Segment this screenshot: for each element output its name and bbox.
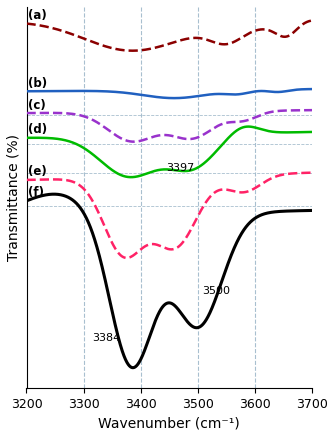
Text: 3500: 3500 [202, 286, 230, 296]
Text: (b): (b) [28, 77, 47, 90]
Text: 3384: 3384 [92, 333, 121, 343]
X-axis label: Wavenumber (cm⁻¹): Wavenumber (cm⁻¹) [98, 416, 240, 430]
Text: 3397: 3397 [166, 163, 195, 173]
Text: (e): (e) [28, 166, 47, 178]
Text: (f): (f) [28, 187, 44, 199]
Y-axis label: Transmittance (%): Transmittance (%) [7, 134, 21, 261]
Text: (d): (d) [28, 123, 47, 136]
Text: (c): (c) [28, 99, 46, 111]
Text: (a): (a) [28, 9, 47, 22]
